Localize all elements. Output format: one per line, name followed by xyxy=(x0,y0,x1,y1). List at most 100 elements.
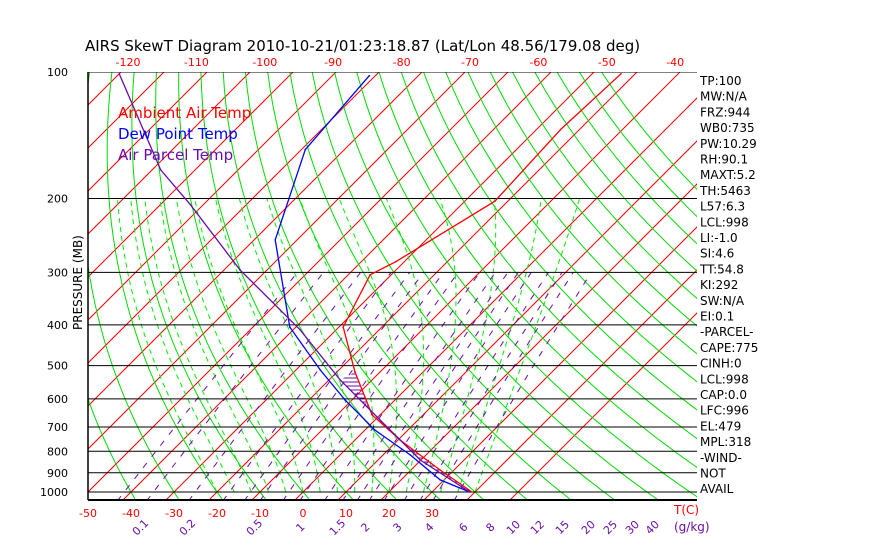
top-temp-tick-label: -110 xyxy=(184,56,209,69)
series-point xyxy=(409,454,411,456)
mixing-ratio-line xyxy=(299,272,459,500)
series-point xyxy=(371,414,373,416)
mixing-ratio-line xyxy=(188,272,361,500)
index-label: SW:N/A xyxy=(700,294,745,308)
index-label: CINH:0 xyxy=(700,357,742,371)
mixing-ratio-line xyxy=(419,272,563,500)
moist-adiabat-line xyxy=(457,198,542,493)
top-temp-tick-label: -90 xyxy=(324,56,342,69)
mixing-ratio-tick-label: 8 xyxy=(483,520,497,534)
pressure-tick-label: 400 xyxy=(47,319,68,332)
series-point xyxy=(159,169,162,171)
mixing-ratio-line xyxy=(403,272,549,500)
dry-adiabat-line xyxy=(378,72,697,469)
dry-adiabat-line xyxy=(467,72,697,355)
isotherm-line xyxy=(88,72,122,106)
dry-adiabat-line xyxy=(445,72,697,383)
legend-dew-point-temp: Dew Point Temp xyxy=(118,125,238,143)
bottom-temp-tick-label: -20 xyxy=(208,507,226,520)
index-label: RH:90.1 xyxy=(700,153,748,167)
mixing-ratio-line xyxy=(324,272,481,500)
bottom-temp-tick-label: 0 xyxy=(300,507,307,520)
cape-hatched-area xyxy=(340,372,472,492)
dry-adiabat-line xyxy=(267,72,529,500)
isotherm-line xyxy=(88,72,165,149)
series-point xyxy=(239,269,241,271)
mixing-ratio-line xyxy=(117,272,298,500)
series-point xyxy=(342,326,344,328)
mixing-ratio-tick-label: 30 xyxy=(623,518,642,537)
series-point xyxy=(274,239,277,241)
mixing-ratio-tick-label: 20 xyxy=(579,518,598,537)
mixing-ratio-tick-label: 1 xyxy=(293,520,307,534)
series-point xyxy=(339,379,342,381)
mixing-ratio-line xyxy=(259,272,424,500)
dry-adiabat-line xyxy=(489,72,697,327)
pressure-tick-label: 700 xyxy=(47,421,68,434)
dry-adiabat-line xyxy=(178,72,355,500)
dry-adiabat-line xyxy=(88,72,180,500)
top-temp-tick-label: -80 xyxy=(393,56,411,69)
index-label: EL:479 xyxy=(700,419,741,433)
moist-adiabat-line xyxy=(130,198,235,493)
series-point xyxy=(494,200,496,202)
mixing-ratio-line xyxy=(146,272,324,500)
legend-air-parcel-temp: Air Parcel Temp xyxy=(118,146,233,164)
top-temp-tick-label: -100 xyxy=(252,56,277,69)
mixing-ratio-tick-label: 25 xyxy=(601,518,620,537)
series-point xyxy=(289,326,291,328)
index-label: TT:54.8 xyxy=(699,262,744,276)
top-temp-tick-label: -40 xyxy=(666,56,684,69)
index-label: L57:6.3 xyxy=(700,200,745,214)
isotherm-line xyxy=(88,72,294,278)
moist-adiabat-line xyxy=(194,198,304,493)
index-label: FRZ:944 xyxy=(700,105,750,119)
mixing-ratio-line xyxy=(356,272,509,500)
series-point xyxy=(439,469,441,471)
pressure-tick-label: 900 xyxy=(47,467,68,480)
index-label: CAP:0.0 xyxy=(700,388,747,402)
series-point xyxy=(379,419,381,421)
dry-adiabat-line xyxy=(334,72,659,500)
series-point xyxy=(419,459,421,461)
chart-title: AIRS SkewT Diagram 2010-10-21/01:23:18.8… xyxy=(85,37,640,55)
index-label: TH:5463 xyxy=(699,184,751,198)
pressure-tick-label: 1000 xyxy=(40,486,68,499)
isotherm-line xyxy=(294,97,697,500)
index-label: EI:0.1 xyxy=(700,310,734,324)
index-label: MW:N/A xyxy=(700,90,748,104)
mixing-ratio-tick-label: 12 xyxy=(528,518,547,537)
series-line-ambient-air-temp xyxy=(342,73,622,493)
isotherm-line xyxy=(251,72,681,500)
series-point xyxy=(118,73,120,75)
series-point xyxy=(344,399,346,401)
index-label: LI:-1.0 xyxy=(700,231,738,245)
index-label: AVAIL xyxy=(700,482,734,496)
isotherm-line xyxy=(208,72,638,500)
dry-adiabat-line xyxy=(155,72,311,500)
isotherm-line xyxy=(122,72,552,500)
series-point xyxy=(319,369,321,371)
series-point xyxy=(469,491,471,493)
y-axis-label: PRESSURE (MB) xyxy=(71,235,85,330)
index-label: LCL:998 xyxy=(700,215,749,229)
index-label: KI:292 xyxy=(700,278,738,292)
series-point xyxy=(471,491,473,493)
pressure-tick-label: 600 xyxy=(47,393,68,406)
mixing-ratio-line xyxy=(432,272,574,500)
dry-adiabat-line xyxy=(311,72,616,500)
dry-adiabat-line xyxy=(400,72,697,440)
legend-ambient-air-temp: Ambient Air Temp xyxy=(118,104,251,122)
series-point xyxy=(394,260,397,263)
index-label: CAPE:775 xyxy=(700,341,758,355)
dry-adiabat-line xyxy=(200,72,398,500)
series-point xyxy=(439,479,441,481)
pressure-tick-label: 300 xyxy=(47,266,68,279)
series-point xyxy=(189,203,192,206)
bottom-temp-tick-label: -40 xyxy=(122,507,140,520)
series-point xyxy=(374,429,376,431)
dry-adiabat-line xyxy=(534,72,697,272)
bottom-temp-tick-label: -50 xyxy=(79,507,97,520)
series-point xyxy=(304,148,307,151)
